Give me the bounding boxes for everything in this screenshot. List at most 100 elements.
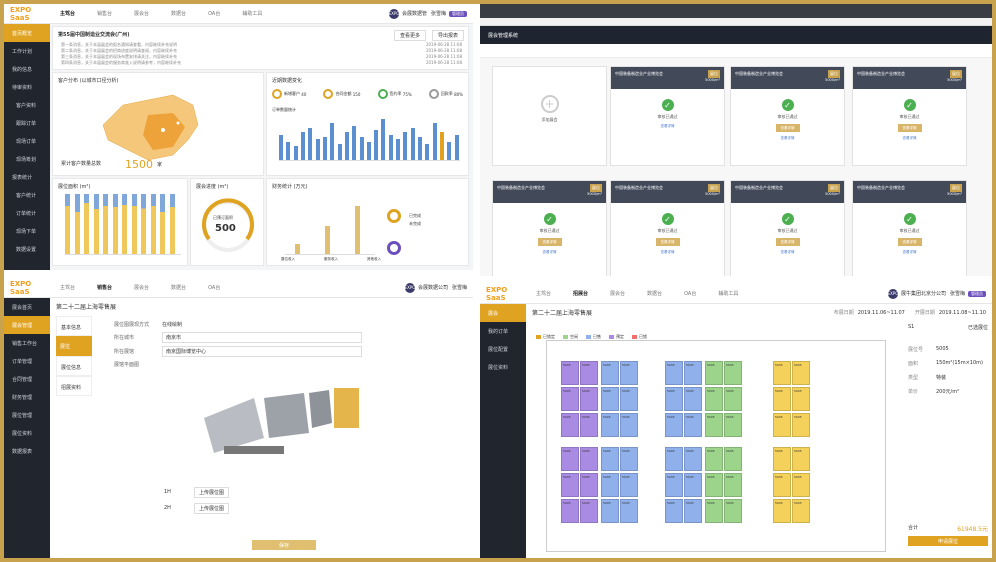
card-link[interactable]: 查看详情: [660, 250, 675, 254]
card-link[interactable]: 查看详情: [660, 124, 675, 128]
sidebar-item[interactable]: 展会首页: [12, 304, 33, 311]
tab-item[interactable]: 展位信息: [56, 356, 92, 376]
booth-cell[interactable]: 5005: [580, 447, 598, 471]
notice-item[interactable]: 第四条消息，关于本届展会的服务商准入说明请参考，内容继续补充 2019-06-28…: [61, 60, 462, 65]
nav-item[interactable]: 展会台: [134, 11, 150, 17]
booth-cell[interactable]: 5005: [792, 473, 810, 497]
nav-item[interactable]: 销售台: [97, 285, 113, 291]
sidebar-item[interactable]: 工作计划: [12, 48, 33, 55]
nav-item[interactable]: 展会台: [134, 285, 150, 291]
booth-cell[interactable]: 5005: [792, 447, 810, 471]
booth-cell[interactable]: 5005: [792, 413, 810, 437]
nav-item[interactable]: 展会台: [610, 291, 626, 297]
sidebar-item[interactable]: 客户统计: [16, 192, 37, 199]
sidebar-item[interactable]: 报表统计: [12, 174, 33, 181]
booth-cell[interactable]: 5005: [601, 447, 619, 471]
booth-cell[interactable]: 5005: [724, 361, 742, 385]
card-action-button[interactable]: 查看详情: [897, 124, 922, 132]
sidebar-item[interactable]: 数据设置: [16, 246, 37, 253]
sidebar-item[interactable]: 我的订单: [488, 328, 509, 335]
booth-cell[interactable]: 5005: [620, 499, 638, 523]
nav-item[interactable]: 主驾台: [60, 285, 76, 291]
exhibition-card[interactable]: 中国装备制造业产业博览会 展位 5000/m² ✓ 审核已通过 查看详情 查看详情: [852, 66, 967, 166]
booth-cell[interactable]: 5005: [561, 387, 579, 411]
sidebar-item[interactable]: 首页概览: [4, 24, 50, 42]
tab-item[interactable]: 招展资料: [56, 376, 92, 396]
notice-item[interactable]: 第三条消息，关于本届展会的现场布置安排请关注，内容继续补充 2019-06-28 …: [61, 54, 462, 59]
card-link[interactable]: 查看详情: [542, 250, 557, 254]
booth-cell[interactable]: 5005: [684, 413, 702, 437]
booth-cell[interactable]: 5005: [561, 447, 579, 471]
booth-cell[interactable]: 5005: [665, 387, 683, 411]
user-menu[interactable]: EXPO 会展数据公司 张雪梅: [405, 282, 473, 293]
booth-cell[interactable]: 5005: [684, 447, 702, 471]
sidebar-item[interactable]: 现场筹划: [16, 156, 37, 163]
nav-item[interactable]: 数据台: [171, 285, 187, 291]
nav-item[interactable]: 辅助工具: [718, 291, 739, 297]
booth-cell[interactable]: 5005: [773, 473, 791, 497]
nav-item[interactable]: 招展台: [573, 291, 589, 297]
card-action-button[interactable]: 查看详情: [775, 124, 800, 132]
booth-cell[interactable]: 5005: [705, 473, 723, 497]
booth-cell[interactable]: 5005: [620, 413, 638, 437]
booth-cell[interactable]: 5005: [561, 361, 579, 385]
booth-cell[interactable]: 5005: [684, 499, 702, 523]
sidebar-item[interactable]: 展位管理: [12, 412, 33, 419]
booth-cell[interactable]: 5005: [773, 387, 791, 411]
booth-cell[interactable]: 5005: [580, 499, 598, 523]
booth-cell[interactable]: 5005: [601, 361, 619, 385]
nav-item[interactable]: 数据台: [171, 11, 187, 17]
booth-cell[interactable]: 5005: [724, 499, 742, 523]
booth-cell[interactable]: 5005: [620, 447, 638, 471]
booth-cell[interactable]: 5005: [580, 387, 598, 411]
sidebar-item[interactable]: 我的信息: [12, 66, 33, 73]
save-button[interactable]: 保存: [252, 540, 316, 550]
booth-cell[interactable]: 5005: [601, 413, 619, 437]
booth-cell[interactable]: 5005: [773, 413, 791, 437]
booth-cell[interactable]: 5005: [705, 387, 723, 411]
nav-item[interactable]: 主驾台: [536, 291, 552, 297]
nav-item[interactable]: OA台: [208, 285, 221, 291]
booth-cell[interactable]: 5005: [620, 473, 638, 497]
card-link[interactable]: 查看详情: [902, 136, 917, 140]
sidebar-item[interactable]: 待审资料: [12, 84, 33, 91]
booth-cell[interactable]: 5005: [580, 361, 598, 385]
upload-button[interactable]: 上传展位图: [194, 486, 230, 498]
sidebar-item[interactable]: 数据报表: [12, 448, 33, 455]
booth-cell[interactable]: 5005: [684, 387, 702, 411]
card-action-button[interactable]: 查看详情: [537, 238, 562, 246]
card-action-button[interactable]: 查看详情: [897, 238, 922, 246]
sidebar-item[interactable]: 财务管理: [12, 394, 33, 401]
select-booth-button[interactable]: 已选展位: [967, 325, 988, 331]
booth-cell[interactable]: 5005: [792, 387, 810, 411]
notice-item[interactable]: 第二条消息，关于本届展会的招商进度说明请查阅，内容继续补充 2019-06-28 …: [61, 48, 462, 53]
booth-cell[interactable]: 5005: [620, 361, 638, 385]
booth-cell[interactable]: 5005: [773, 361, 791, 385]
booth-cell[interactable]: 5005: [705, 447, 723, 471]
tab-item[interactable]: 展位: [56, 336, 92, 356]
booth-cell[interactable]: 5005: [724, 413, 742, 437]
booth-cell[interactable]: 5005: [724, 447, 742, 471]
booth-cell[interactable]: 5005: [665, 447, 683, 471]
apply-booth-button[interactable]: 申请展位: [908, 536, 988, 546]
exhibition-card[interactable]: 中国装备制造业产业博览会 展位 5000/m² ✓ 审核已通过 查看详情 查看详情: [730, 180, 845, 276]
booth-cell[interactable]: 5005: [724, 473, 742, 497]
booth-cell[interactable]: 5005: [724, 387, 742, 411]
city-select[interactable]: 南京市: [162, 331, 362, 343]
exhibition-card[interactable]: 中国装备制造业产业博览会 展位 5000/m² ✓ 审核已通过 查看详情: [610, 66, 725, 166]
booth-cell[interactable]: 5005: [773, 447, 791, 471]
notice-item[interactable]: 第一条消息，关于本届展会的报名通知请查看，内容继续补充说明 2019-06-28 …: [61, 42, 462, 47]
booth-cell[interactable]: 5005: [684, 361, 702, 385]
booth-cell[interactable]: 5005: [620, 387, 638, 411]
sidebar-item[interactable]: 展位资料: [488, 364, 509, 371]
booth-cell[interactable]: 5005: [580, 473, 598, 497]
booth-cell[interactable]: 5005: [773, 499, 791, 523]
booth-cell[interactable]: 5005: [665, 413, 683, 437]
booth-cell[interactable]: 5005: [665, 473, 683, 497]
nav-item[interactable]: 销售台: [97, 11, 113, 17]
booth-cell[interactable]: 5005: [792, 361, 810, 385]
nav-item[interactable]: 主驾台: [60, 11, 76, 17]
booth-cell[interactable]: 5005: [580, 413, 598, 437]
sidebar-item[interactable]: 客户资料: [16, 102, 37, 109]
booth-cell[interactable]: 5005: [665, 499, 683, 523]
